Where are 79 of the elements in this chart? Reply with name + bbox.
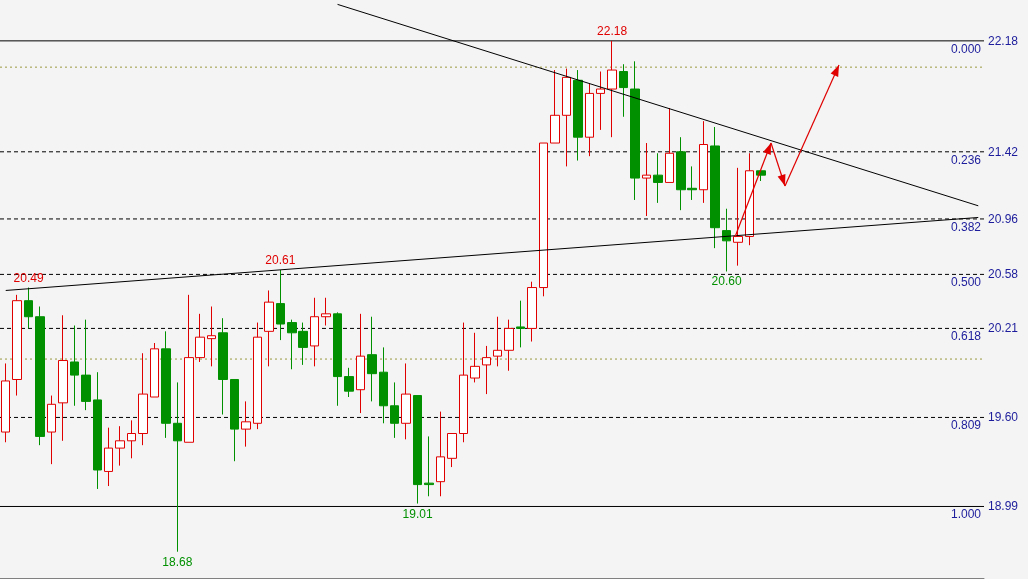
candlestick	[104, 427, 113, 487]
candlestick	[253, 322, 262, 430]
candlestick	[115, 425, 125, 467]
annotation: 19.01	[402, 506, 433, 521]
candlestick	[733, 167, 743, 267]
annotation: 0.809	[950, 418, 982, 433]
annotation: 0.236	[950, 152, 982, 167]
candlestick	[344, 367, 354, 398]
candlestick	[150, 342, 159, 398]
annotation: 0.500	[950, 275, 982, 290]
annotation: 20.60	[711, 274, 742, 289]
candlestick	[459, 322, 468, 443]
candlestick	[447, 433, 457, 468]
candlestick	[470, 332, 480, 383]
annotation: 1.000	[950, 507, 982, 522]
candlestick	[390, 381, 399, 439]
candlestick	[173, 381, 182, 553]
candlestick	[482, 345, 491, 395]
annotation: 18.68	[162, 554, 193, 569]
y-tick-label: 22.18	[988, 33, 1019, 48]
candlestick	[745, 152, 754, 246]
candlestick	[161, 330, 171, 439]
candlestick	[562, 68, 571, 167]
candlestick	[93, 371, 102, 490]
candlestick	[665, 107, 674, 183]
candlestick	[527, 281, 537, 343]
candlestick	[722, 208, 731, 272]
candlestick	[550, 69, 560, 144]
y-tick-label: 19.60	[988, 410, 1019, 425]
candlestick	[241, 400, 251, 448]
y-tick-label: 20.21	[988, 321, 1019, 336]
candlestick	[264, 289, 274, 367]
candlestick	[573, 69, 583, 162]
candlestick	[230, 378, 239, 462]
candlestick	[379, 346, 388, 424]
candlestick	[504, 319, 514, 372]
candlestick	[699, 120, 708, 204]
candlestick	[539, 142, 548, 297]
candlestick	[596, 71, 605, 131]
candlestick	[276, 269, 285, 341]
candlestick	[310, 297, 319, 367]
y-tick-label: 18.99	[988, 499, 1019, 514]
annotation: 0.000	[950, 41, 982, 56]
candlestick	[58, 314, 68, 442]
candlestick	[401, 362, 411, 440]
candlestick	[642, 142, 651, 217]
candlestick	[321, 297, 331, 326]
candlestick	[413, 395, 422, 505]
candlestick	[127, 419, 136, 459]
y-tick-label: 21.42	[988, 144, 1019, 159]
candlestick	[70, 324, 79, 407]
y-tick-label: 20.96	[988, 211, 1019, 226]
annotation: 20.49	[13, 270, 44, 285]
candlestick	[47, 395, 56, 465]
candlestick	[138, 352, 148, 446]
candlestick	[493, 316, 502, 367]
candlestick	[207, 306, 216, 367]
y-tick-label: 20.58	[988, 267, 1019, 282]
candlestick	[653, 152, 663, 204]
candlestick	[24, 287, 33, 329]
annotation: 22.18	[597, 23, 628, 38]
annotation: 0.618	[950, 329, 982, 344]
annotation: 0.382	[950, 219, 982, 234]
candlestick	[367, 316, 377, 402]
candlestick	[630, 60, 640, 201]
candlestick	[333, 311, 342, 407]
candlestick	[81, 319, 91, 411]
candlestick	[436, 411, 445, 497]
candlestick	[619, 63, 628, 118]
candlestick	[424, 435, 434, 497]
candlestick	[607, 40, 617, 138]
candlestick	[218, 317, 228, 416]
candlestick	[516, 300, 525, 348]
candlestick	[710, 126, 720, 249]
candlestick	[35, 306, 45, 446]
annotation: 20.61	[265, 253, 296, 268]
candlestick	[12, 294, 22, 397]
candlestick	[585, 82, 594, 157]
candlestick	[356, 313, 365, 414]
